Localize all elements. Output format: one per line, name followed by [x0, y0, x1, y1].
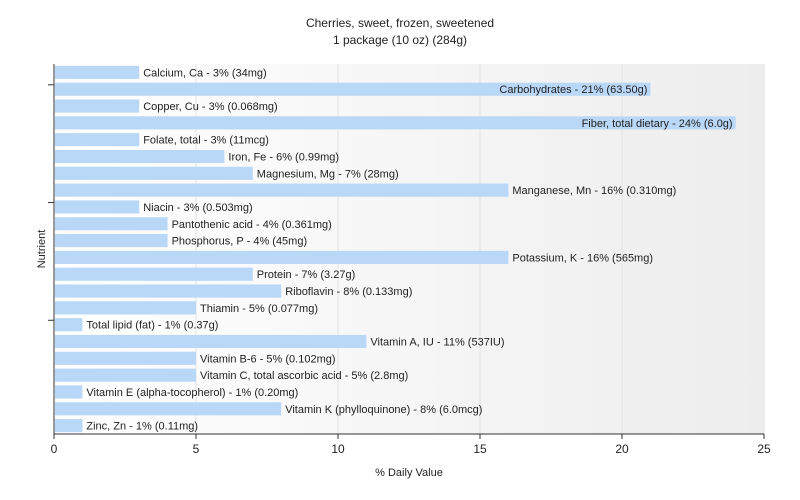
bar	[55, 385, 83, 399]
bar	[55, 402, 282, 416]
bar-label: Thiamin - 5% (0.077mg)	[200, 303, 318, 315]
bar	[55, 334, 367, 349]
bar-label: Calcium, Ca - 3% (34mg)	[143, 67, 266, 79]
bar-label: Vitamin B-6 - 5% (0.102mg)	[200, 353, 336, 365]
bar-label: Vitamin A, IU - 11% (537IU)	[370, 337, 504, 349]
bar	[55, 318, 83, 332]
bar-label: Vitamin C, total ascorbic acid - 5% (2.8…	[200, 370, 408, 382]
bar-label: Total lipid (fat) - 1% (0.37g)	[86, 320, 218, 332]
y-axis-title: Nutrient	[36, 230, 48, 269]
x-tick-label: 5	[193, 442, 200, 456]
bar-label: Fiber, total dietary - 24% (6.0g)	[582, 118, 733, 130]
bar	[55, 183, 509, 197]
bar	[55, 133, 140, 147]
bar-label: Potassium, K - 16% (565mg)	[512, 252, 653, 264]
bar-label: Carbohydrates - 21% (63.50g)	[499, 84, 647, 96]
bar	[55, 234, 168, 248]
bars	[55, 65, 736, 433]
bar	[55, 116, 736, 130]
x-tick-label: 25	[757, 442, 771, 456]
bar	[55, 267, 253, 281]
bar-label: Niacin - 3% (0.503mg)	[143, 202, 252, 214]
axes: 0 5 10 15 20 25	[48, 64, 771, 456]
bar	[55, 301, 196, 315]
bar-label: Vitamin E (alpha-tocopherol) - 1% (0.20m…	[86, 387, 298, 399]
bar	[55, 351, 196, 365]
bar-label: Iron, Fe - 6% (0.99mg)	[228, 152, 339, 164]
bar-label: Vitamin K (phylloquinone) - 8% (6.0mcg)	[285, 404, 482, 416]
bar	[55, 200, 140, 214]
bar	[55, 419, 83, 433]
chart-subtitle: 1 package (10 oz) (284g)	[332, 33, 468, 47]
bar	[55, 217, 168, 231]
bar-label: Phosphorus, P - 4% (45mg)	[172, 236, 308, 248]
x-tick-label: 0	[51, 442, 58, 456]
chart-title: Cherries, sweet, frozen, sweetened	[305, 16, 495, 30]
bar	[55, 65, 140, 79]
bar-label: Protein - 7% (3.27g)	[257, 269, 355, 281]
bar	[55, 82, 651, 96]
bar-label: Copper, Cu - 3% (0.068mg)	[143, 101, 278, 113]
bar-label: Zinc, Zn - 1% (0.11mg)	[86, 421, 198, 433]
x-tick-label: 15	[473, 442, 487, 456]
bar	[55, 284, 282, 298]
bar-label: Riboflavin - 8% (0.133mg)	[285, 286, 412, 298]
x-axis-title: % Daily Value	[375, 467, 443, 479]
bar	[55, 250, 509, 264]
bar	[55, 149, 225, 164]
labels: Calcium, Ca - 3% (34mg) Carbohydrates - 2…	[86, 67, 732, 432]
x-tick-label: 10	[331, 442, 345, 456]
bar-label: Folate, total - 3% (11mcg)	[143, 135, 269, 147]
bar	[55, 368, 196, 382]
bar	[55, 166, 253, 180]
x-tick-label: 20	[615, 442, 629, 456]
bar-label: Manganese, Mn - 16% (0.310mg)	[512, 185, 676, 197]
bar-label: Magnesium, Mg - 7% (28mg)	[257, 168, 399, 180]
bar-label: Pantothenic acid - 4% (0.361mg)	[172, 219, 332, 231]
bar	[55, 99, 140, 113]
